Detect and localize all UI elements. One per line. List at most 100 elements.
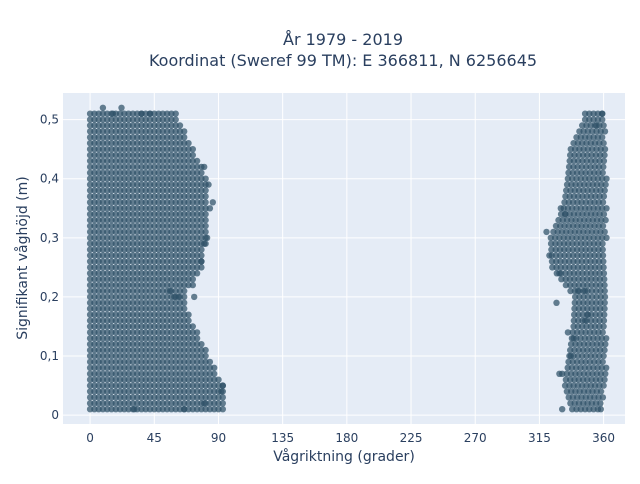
data-point <box>600 264 607 271</box>
data-point <box>181 305 188 312</box>
data-point <box>603 364 610 371</box>
data-point <box>201 400 208 407</box>
data-point <box>201 163 208 171</box>
data-point <box>601 151 608 159</box>
data-point <box>601 146 609 153</box>
data-point <box>601 281 608 289</box>
data-points <box>86 104 610 413</box>
data-point <box>206 358 214 366</box>
data-point <box>209 199 216 206</box>
x-tick-label: 180 <box>335 431 358 445</box>
data-point <box>198 246 205 253</box>
data-point <box>599 116 606 123</box>
data-point <box>601 276 608 283</box>
data-point <box>202 193 209 200</box>
x-tick-label: 270 <box>464 431 487 445</box>
data-point <box>602 370 609 377</box>
data-point <box>600 140 607 147</box>
data-point <box>564 329 572 336</box>
y-tick-label: 0,3 <box>40 231 59 245</box>
data-point <box>166 287 174 295</box>
data-point <box>584 311 592 318</box>
data-point <box>600 157 608 165</box>
x-tick-label: 90 <box>211 431 226 445</box>
y-tick-label: 0,1 <box>40 349 59 363</box>
data-point <box>202 187 209 194</box>
data-point <box>219 394 226 401</box>
data-point <box>185 140 192 147</box>
data-point <box>601 305 608 312</box>
data-point <box>202 211 209 218</box>
data-point <box>599 222 607 230</box>
data-point <box>561 211 569 218</box>
data-point <box>593 122 600 129</box>
data-point <box>581 287 589 295</box>
data-point <box>219 406 226 413</box>
data-point <box>218 388 225 395</box>
data-point <box>181 299 188 306</box>
data-point <box>599 240 606 247</box>
chart-title-line-2: Koordinat (Sweref 99 TM): E 366811, N 62… <box>149 51 537 70</box>
data-point <box>574 287 582 295</box>
data-point <box>118 104 125 112</box>
data-point <box>601 346 608 354</box>
data-point <box>203 234 211 241</box>
data-point <box>603 175 610 182</box>
data-point <box>181 287 188 295</box>
data-point <box>189 151 196 159</box>
data-point <box>600 270 608 277</box>
data-point <box>138 110 145 117</box>
y-tick-label: 0 <box>51 408 59 422</box>
x-tick-label: 360 <box>592 431 615 445</box>
data-point <box>602 341 609 348</box>
x-axis-label: Vågriktning (grader) <box>273 448 415 465</box>
data-point <box>181 406 188 413</box>
data-point <box>599 394 607 401</box>
data-point <box>202 175 209 182</box>
data-point <box>99 104 107 112</box>
data-point <box>201 240 208 247</box>
data-point <box>202 352 209 360</box>
data-point <box>191 293 198 301</box>
data-point <box>599 252 607 259</box>
data-point <box>600 258 607 265</box>
data-point <box>198 341 205 348</box>
data-point <box>601 376 608 383</box>
data-point <box>600 317 608 324</box>
y-axis-ticks: 0 0,1 0,2 0,3 0,4 0,5 <box>40 113 59 423</box>
data-point <box>599 329 606 336</box>
data-point <box>557 205 564 212</box>
data-point <box>189 276 196 283</box>
chart-title-line-1: År 1979 - 2019 <box>283 30 403 49</box>
data-point <box>219 382 226 389</box>
data-point <box>597 388 605 395</box>
data-point <box>600 352 607 360</box>
data-point <box>600 122 607 129</box>
data-point <box>599 199 607 206</box>
data-point <box>189 146 196 153</box>
data-point <box>597 400 604 407</box>
data-point <box>600 193 608 200</box>
data-point <box>599 358 606 366</box>
data-point <box>189 281 196 289</box>
data-point <box>172 116 179 123</box>
data-point <box>601 311 608 318</box>
x-tick-label: 45 <box>147 431 162 445</box>
data-point <box>198 169 205 176</box>
data-point <box>602 216 609 224</box>
data-point <box>600 382 607 389</box>
x-axis-ticks: 0 45 90 135 180 225 270 315 360 <box>86 431 615 445</box>
data-point <box>181 293 188 301</box>
data-point <box>193 329 201 336</box>
data-point <box>185 317 192 324</box>
data-point <box>601 187 608 194</box>
data-point <box>109 110 117 117</box>
data-point <box>546 252 553 259</box>
data-point <box>599 134 606 141</box>
data-point <box>553 299 560 306</box>
data-point <box>543 228 550 236</box>
x-tick-label: 225 <box>400 431 423 445</box>
data-point <box>198 258 205 265</box>
